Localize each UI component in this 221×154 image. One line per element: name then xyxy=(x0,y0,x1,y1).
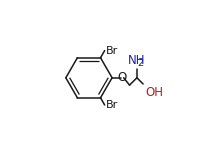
Text: Br: Br xyxy=(105,100,118,110)
Text: 2: 2 xyxy=(137,58,143,68)
Text: O: O xyxy=(118,71,127,84)
Text: Br: Br xyxy=(105,46,118,56)
Text: OH: OH xyxy=(145,86,163,99)
Text: NH: NH xyxy=(128,54,145,67)
